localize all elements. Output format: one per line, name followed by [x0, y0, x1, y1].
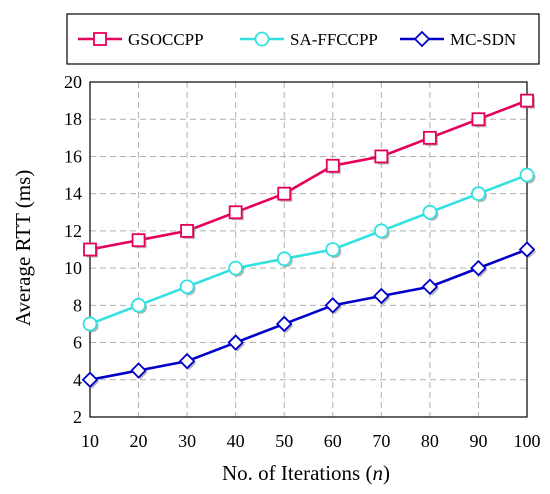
y-axis-label: Average RTT (ms) [11, 170, 35, 327]
data-point-mc-sdn [421, 278, 439, 295]
data-point-sa-ffccpp [471, 186, 486, 202]
x-tick-label: 80 [421, 431, 439, 451]
x-tick-label: 90 [469, 431, 487, 451]
y-tick-label: 10 [64, 258, 82, 278]
legend-label: MC-SDN [450, 30, 516, 49]
data-point-gsoccpp [422, 130, 437, 145]
tick-labels: 2 4 6 8 10 12 14 16 18 20 10 20 30 40 50 60 70 80 90 100 [64, 72, 541, 451]
series-gsoccpp [83, 93, 535, 258]
legend-item-mc-sdn: MC-SDN [400, 30, 516, 49]
data-point-sa-ffccpp [179, 279, 195, 295]
series-mc-sdn [81, 241, 536, 389]
series-line-mc-sdn [89, 248, 528, 382]
legend-box [66, 13, 540, 65]
y-tick-label: 4 [73, 370, 82, 390]
y-tick-label: 8 [73, 295, 82, 315]
data-point-gsoccpp [520, 93, 534, 108]
legend-label: SA-FFCCPP [290, 30, 378, 49]
data-point-gsoccpp [180, 223, 195, 238]
data-point-gsoccpp [228, 205, 243, 220]
x-axis-label-end: ) [383, 461, 390, 485]
x-axis-label: No. of Iterations (n) [222, 461, 390, 485]
x-tick-label: 20 [130, 431, 148, 451]
data-point-mc-sdn [130, 362, 147, 379]
data-point-sa-ffccpp [422, 204, 438, 220]
legend-marker-diamond [413, 30, 431, 48]
data-point-mc-sdn [275, 315, 293, 333]
x-tick-label: 40 [227, 431, 245, 451]
y-tick-label: 2 [73, 407, 82, 427]
data-point-gsoccpp [83, 242, 97, 257]
data-point-mc-sdn [178, 352, 196, 370]
data-point-gsoccpp [325, 158, 340, 173]
data-point-mc-sdn [227, 334, 244, 351]
series-sa-ffccpp [82, 167, 536, 333]
data-point-mc-sdn [518, 241, 536, 258]
legend-item-sa-ffccpp: SA-FFCCPP [240, 30, 378, 49]
legend: GSOCCPP SA-FFCCPP MC-SDN [66, 13, 540, 65]
data-point-mc-sdn [373, 287, 390, 305]
y-tick-label: 20 [64, 72, 82, 92]
x-tick-label: 60 [324, 431, 342, 451]
x-tick-label: 70 [372, 431, 390, 451]
legend-item-gsoccpp: GSOCCPP [78, 30, 204, 49]
data-point-mc-sdn [81, 371, 99, 389]
series-layer [81, 93, 536, 389]
data-point-gsoccpp [277, 186, 292, 201]
x-axis-label-variable: n [372, 461, 383, 485]
data-point-sa-ffccpp [373, 223, 389, 239]
legend-label: GSOCCPP [128, 30, 204, 49]
x-tick-label: 10 [81, 431, 99, 451]
y-tick-label: 16 [64, 146, 82, 166]
data-point-sa-ffccpp [519, 167, 535, 183]
data-point-sa-ffccpp [131, 297, 146, 313]
data-point-sa-ffccpp [228, 260, 244, 276]
data-point-mc-sdn [470, 259, 487, 277]
x-tick-label: 100 [514, 431, 541, 451]
data-point-gsoccpp [374, 149, 389, 164]
x-tick-label: 30 [178, 431, 196, 451]
data-point-mc-sdn [324, 297, 342, 314]
y-tick-label: 18 [64, 109, 82, 129]
series-line-gsoccpp [89, 99, 528, 251]
data-point-sa-ffccpp [82, 316, 98, 332]
legend-marker-circle [254, 31, 270, 47]
x-tick-label: 50 [275, 431, 293, 451]
series-line-sa-ffccpp [89, 173, 528, 326]
y-tick-label: 14 [64, 184, 82, 204]
data-point-gsoccpp [471, 112, 486, 127]
y-tick-label: 12 [64, 221, 82, 241]
x-axis-label-main: No. of Iterations ( [222, 461, 372, 485]
legend-marker-square [93, 32, 107, 46]
y-tick-label: 6 [73, 333, 82, 353]
data-point-gsoccpp [131, 233, 146, 248]
data-point-sa-ffccpp [276, 251, 292, 267]
data-point-sa-ffccpp [325, 242, 341, 257]
